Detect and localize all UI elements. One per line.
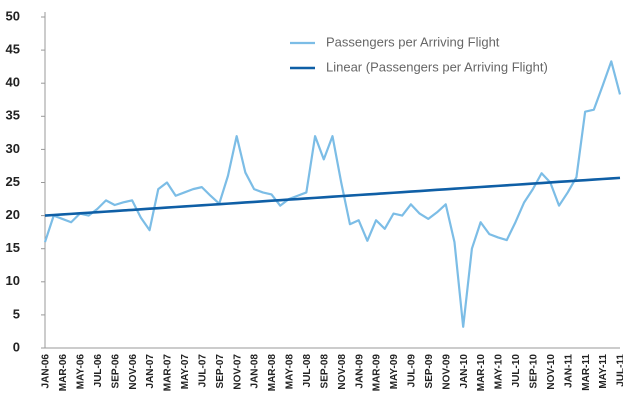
x-tick-label: SEP-06	[110, 354, 121, 389]
x-tick-label: SEP-10	[529, 354, 540, 389]
x-tick-label: SEP-08	[319, 354, 330, 389]
x-tick-label: MAY-11	[598, 354, 609, 389]
y-tick-label: 5	[13, 306, 20, 321]
x-tick-label: JUL-10	[511, 354, 522, 388]
x-tick-label: MAR-07	[163, 354, 174, 392]
x-tick-label: SEP-09	[424, 354, 435, 389]
x-tick-label: MAR-06	[58, 354, 69, 392]
x-tick-label: SEP-07	[215, 354, 226, 389]
x-tick-label: MAY-08	[285, 354, 296, 390]
x-tick-label: JAN-07	[145, 354, 156, 389]
x-tick-label: JAN-09	[354, 354, 365, 389]
y-tick-label: 40	[6, 75, 20, 90]
legend-label: Passengers per Arriving Flight	[326, 34, 500, 49]
x-tick-label: MAY-07	[180, 354, 191, 390]
x-tick-label: NOV-08	[337, 354, 348, 390]
x-tick-label: NOV-06	[128, 354, 139, 390]
x-tick-label: NOV-07	[232, 354, 243, 390]
x-tick-label: MAY-06	[75, 354, 86, 390]
y-tick-label: 45	[6, 42, 20, 57]
y-tick-label: 30	[6, 141, 20, 156]
x-tick-label: JUL-07	[197, 354, 208, 388]
x-tick-label: MAR-11	[581, 354, 592, 391]
x-tick-label: NOV-09	[441, 354, 452, 390]
x-tick-label: JUL-08	[302, 354, 313, 388]
x-tick-label: JAN-06	[41, 354, 52, 389]
y-tick-label: 50	[6, 8, 20, 23]
x-tick-label: JUL-09	[407, 354, 418, 388]
series-line	[43, 60, 622, 328]
y-tick-label: 35	[6, 108, 20, 123]
y-tick-label: 10	[6, 273, 20, 288]
legend-label: Linear (Passengers per Arriving Flight)	[326, 59, 548, 74]
x-tick-label: MAR-08	[267, 354, 278, 392]
x-tick-label: MAR-10	[476, 354, 487, 392]
series-line	[44, 176, 621, 217]
y-tick-label: 0	[13, 339, 20, 354]
x-tick-label: JAN-10	[459, 354, 470, 389]
y-tick-label: 20	[6, 207, 20, 222]
x-tick-label: NOV-10	[546, 354, 557, 390]
x-tick-label: JUL-11	[616, 354, 623, 387]
x-tick-label: JAN-11	[563, 354, 574, 388]
x-tick-label: MAR-09	[372, 354, 383, 392]
x-tick-label: MAY-10	[494, 354, 505, 390]
x-tick-label: MAY-09	[389, 354, 400, 390]
y-tick-label: 15	[6, 240, 20, 255]
y-tick-label: 25	[6, 174, 20, 189]
x-tick-label: JUL-06	[93, 354, 104, 388]
x-tick-label: JAN-08	[250, 354, 261, 389]
